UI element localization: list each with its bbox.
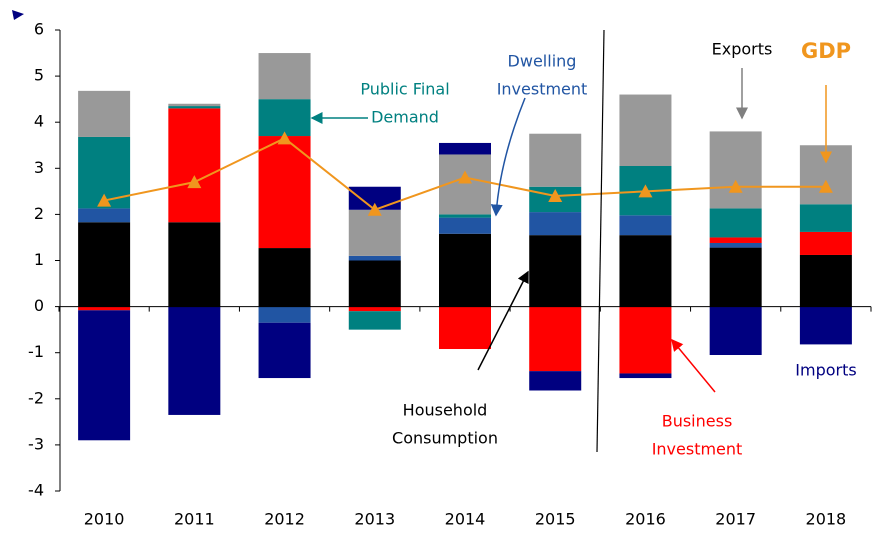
x-tick-label: 2014	[445, 510, 486, 529]
bar-segment	[709, 247, 762, 307]
x-tick-label: 2016	[625, 510, 666, 529]
bar-segment	[78, 222, 131, 307]
bar-segment	[709, 242, 762, 248]
annotation-arrow	[490, 97, 526, 217]
bar-segment	[78, 306, 131, 311]
y-tick-label: -1	[28, 342, 44, 361]
bar-segment	[439, 142, 491, 155]
bar-segment	[258, 99, 311, 137]
series-annotation: Investment	[497, 80, 588, 99]
bar-segment	[168, 306, 221, 415]
gdp-marker	[458, 170, 472, 184]
bar-segment	[168, 108, 221, 223]
bar-segment	[619, 235, 672, 307]
bar-segment	[439, 214, 491, 218]
x-tick-label: 2013	[354, 510, 395, 529]
bar-segment	[168, 106, 221, 109]
corner-mark	[12, 10, 24, 20]
bar-segment	[348, 255, 401, 261]
bar-segment	[439, 306, 491, 350]
divider	[596, 29, 605, 453]
y-tick-label: 0	[34, 296, 44, 315]
bar-segment	[709, 237, 762, 243]
bar-segment	[619, 215, 672, 236]
bar-segment	[619, 306, 672, 374]
bar-segment	[529, 212, 582, 236]
annotation-arrow	[671, 338, 716, 393]
bar-segment	[258, 248, 311, 307]
series-annotation: Public Final	[360, 80, 449, 99]
series-annotation: Business	[662, 412, 733, 431]
x-tick-label: 2012	[264, 510, 305, 529]
bar-segment	[709, 131, 762, 209]
bar-segment	[529, 133, 582, 187]
series-annotation: Demand	[371, 108, 439, 127]
bar-segment	[258, 322, 311, 379]
gdp-marker	[277, 131, 292, 145]
bar-segment	[78, 310, 131, 441]
series-annotation: Consumption	[392, 429, 498, 448]
bar-segment	[529, 306, 582, 372]
bar-segment	[258, 306, 311, 323]
y-tick-label: -2	[28, 388, 44, 407]
y-tick-label: 1	[34, 250, 44, 269]
bar-segment	[619, 94, 672, 166]
series-annotation: Imports	[795, 361, 856, 380]
bar-segment	[439, 233, 491, 307]
y-tick-label: 4	[34, 112, 44, 131]
bar-segment	[348, 306, 401, 312]
bar-segment	[348, 260, 401, 307]
bar-segment	[799, 306, 852, 345]
gdp-marker	[367, 202, 382, 216]
series-annotation: Exports	[712, 40, 773, 59]
gdp-marker	[97, 193, 112, 207]
series-annotation: Household	[403, 401, 488, 420]
y-tick-label: -4	[28, 481, 44, 500]
bar-segment	[348, 209, 401, 256]
annotation-arrow	[477, 270, 529, 371]
bar-segment	[799, 231, 852, 255]
gdp-marker	[187, 175, 202, 189]
bar-segment	[78, 208, 131, 223]
bar-segment	[168, 103, 221, 107]
x-tick-label: 2010	[84, 510, 125, 529]
bar-segment	[799, 204, 852, 232]
bar-segment	[439, 217, 491, 234]
y-tick-label: 5	[34, 66, 44, 85]
y-tick-label: 6	[34, 20, 44, 39]
bar-segment	[348, 186, 401, 210]
bar-segment	[348, 311, 401, 330]
bar-segment	[529, 371, 582, 391]
bar-segment	[258, 136, 311, 249]
y-tick-label: 3	[34, 158, 44, 177]
gdp-marker	[638, 184, 653, 198]
bar-segment	[619, 373, 672, 379]
x-tick-label: 2011	[174, 510, 215, 529]
series-annotation: Dwelling	[508, 52, 577, 71]
bar-segment	[799, 254, 852, 307]
bar-segment	[78, 90, 131, 137]
bar-segment	[529, 235, 582, 307]
series-annotation: Investment	[652, 440, 743, 459]
x-tick-label: 2017	[715, 510, 756, 529]
bar-segment	[709, 208, 762, 238]
x-tick-label: 2018	[806, 510, 847, 529]
y-tick-label: 2	[34, 204, 44, 223]
gdp-marker	[548, 188, 563, 202]
x-tick-label: 2015	[535, 510, 576, 529]
series-annotation: GDP	[801, 39, 851, 63]
bar-segment	[168, 222, 221, 307]
bar-segment	[709, 306, 762, 356]
gdp-marker	[728, 179, 743, 193]
y-tick-label: -3	[28, 434, 44, 453]
gdp-marker	[818, 179, 833, 193]
bar-segment	[258, 53, 311, 100]
